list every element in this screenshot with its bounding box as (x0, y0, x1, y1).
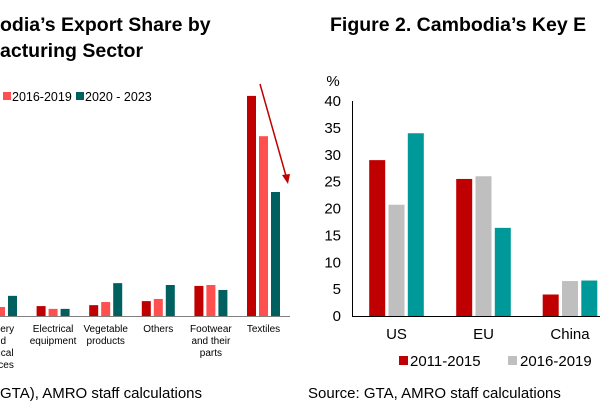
chart2-y-tick: 0 (333, 308, 341, 325)
legend2-swatch-2011-2015 (399, 356, 408, 365)
chart1-bar (113, 283, 123, 316)
chart1-bar (89, 305, 99, 316)
chart2-y-tick: 15 (324, 227, 341, 244)
chart1-category-label: Electrical (33, 324, 74, 335)
chart2-bar (494, 227, 511, 316)
chart1-bar (271, 192, 280, 316)
chart1-bar (194, 285, 204, 316)
chart2-bar (456, 178, 473, 316)
chart1-arrow-head-icon (282, 174, 290, 184)
chart1-bar (8, 295, 17, 316)
chart2-bar (407, 133, 424, 316)
legend2-swatch-2016-2019 (508, 356, 517, 365)
chart2-y-tick: 30 (324, 147, 341, 164)
chart2-category-label: China (550, 326, 590, 343)
chart1-category-label: Vegetable (83, 324, 128, 335)
legend1-label-2016-2019: 2016-2019 (12, 90, 72, 104)
chart2-y-tick: 20 (324, 201, 341, 218)
chart2-y-tick: 10 (324, 254, 341, 271)
chart2-y-tick: 40 (324, 93, 341, 110)
chart1-category-label: hinery (0, 324, 14, 335)
chart1-bar (101, 302, 111, 316)
chart1-bar (36, 306, 46, 316)
chart1-bar (48, 308, 58, 316)
chart1-category-label: parts (200, 348, 222, 359)
chart1-category-label: ances (0, 360, 14, 371)
chart1-bar (153, 298, 163, 316)
chart2-bar (542, 294, 559, 316)
legend2-label-2011-2015: 2011-2015 (410, 353, 481, 370)
legend1-swatch-2020-2023 (76, 92, 84, 100)
chart1-bar (141, 301, 151, 316)
chart1-category-label: Textiles (247, 324, 280, 335)
chart2-source: Source: GTA, AMRO staff calculations (308, 385, 561, 402)
chart1-category-label: Others (143, 324, 173, 335)
legend1-swatch-2016-2019 (3, 92, 11, 100)
chart2-bar (369, 160, 386, 316)
chart1-trend-arrow (259, 83, 287, 177)
chart1-category-label: Footwear (190, 324, 232, 335)
chart2-category-label: EU (473, 326, 494, 343)
chart1-bar (206, 285, 216, 316)
chart2-title: Figure 2. Cambodia’s Key E (330, 14, 586, 36)
chart2-bar (388, 204, 405, 316)
chart1-category-label: and their (191, 336, 231, 347)
chart2-bar (562, 281, 578, 316)
chart2-y-tick: 5 (333, 281, 341, 298)
chart1-category-label: anical (0, 348, 14, 359)
chart1-category-label: nd (0, 336, 6, 347)
chart1-category-label: equipment (30, 336, 77, 347)
chart2-bar (581, 280, 598, 316)
chart2-bar (475, 176, 492, 316)
chart1-bar (218, 289, 228, 316)
chart1-category-label: products (87, 336, 125, 347)
chart2-y-tick: 35 (324, 120, 341, 137)
legend1-label-2020-2023: 2020 - 2023 (85, 90, 152, 104)
chart1-title-line1: odia’s Export Share by (0, 14, 211, 36)
legend2-label-2016-2019: 2016-2019 (520, 353, 592, 370)
chart1-title-line2: acturing Sector (0, 40, 143, 62)
chart2-y-unit: % (326, 73, 339, 90)
chart2-y-tick: 25 (324, 174, 341, 191)
chart1-source: GTA), AMRO staff calculations (0, 385, 202, 402)
chart1-bar (165, 285, 175, 316)
chart1-bar (60, 308, 70, 316)
chart1-bar (259, 136, 268, 316)
chart2-category-label: US (386, 326, 407, 343)
chart1-bar (247, 95, 256, 317)
chart1-bar (0, 307, 5, 316)
